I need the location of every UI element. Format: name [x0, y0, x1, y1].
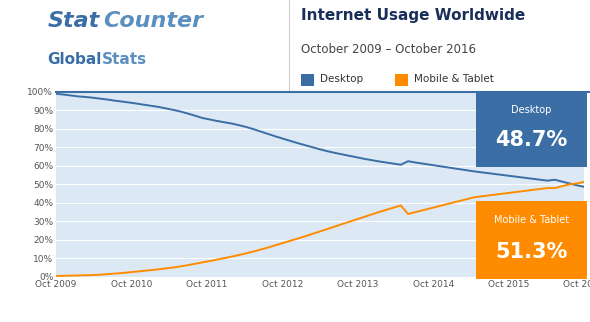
- Text: October 2009 – October 2016: October 2009 – October 2016: [301, 43, 476, 56]
- Text: Counter: Counter: [103, 11, 204, 31]
- FancyBboxPatch shape: [476, 91, 586, 167]
- Text: Stat: Stat: [47, 11, 100, 31]
- Text: Desktop: Desktop: [320, 74, 363, 84]
- Text: Internet Usage Worldwide: Internet Usage Worldwide: [301, 8, 525, 23]
- Text: Global: Global: [47, 52, 101, 67]
- Text: 48.7%: 48.7%: [495, 130, 568, 150]
- Text: 51.3%: 51.3%: [495, 242, 568, 261]
- Text: Desktop: Desktop: [511, 105, 552, 115]
- FancyBboxPatch shape: [476, 201, 586, 279]
- Text: Mobile & Tablet: Mobile & Tablet: [494, 215, 569, 225]
- Text: Mobile & Tablet: Mobile & Tablet: [414, 74, 494, 84]
- Text: Stats: Stats: [101, 52, 146, 67]
